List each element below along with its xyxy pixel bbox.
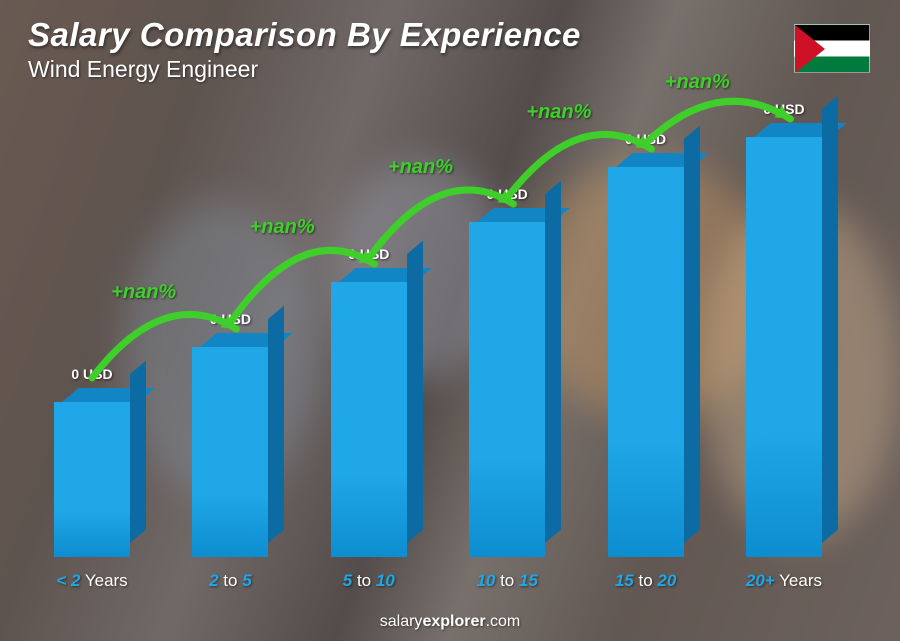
x-axis-category-label: 10 to 15	[476, 571, 537, 591]
x-axis-category-label: 15 to 20	[615, 571, 676, 591]
header: Salary Comparison By Experience Wind Ene…	[28, 16, 581, 83]
delta-label: +nan%	[111, 281, 176, 304]
bar-value-label: 0 USD	[71, 366, 112, 382]
bar	[331, 268, 407, 557]
chart-column: 0 USD 15 to 20	[586, 131, 706, 591]
x-axis-category-label: 5 to 10	[343, 571, 395, 591]
chart-title: Salary Comparison By Experience	[28, 16, 581, 54]
bar	[608, 153, 684, 557]
bar	[469, 208, 545, 557]
bar-value-label: 0 USD	[763, 101, 804, 117]
x-axis-category-label: 20+ Years	[746, 571, 822, 591]
bar-value-label: 0 USD	[625, 131, 666, 147]
chart-column: 0 USD 2 to 5	[170, 311, 290, 591]
x-axis-category-label: 2 to 5	[209, 571, 252, 591]
bar	[192, 333, 268, 557]
delta-label: +nan%	[388, 156, 453, 179]
bar-value-label: 0 USD	[487, 186, 528, 202]
delta-label: +nan%	[250, 216, 315, 239]
x-axis-category-label: < 2 Years	[56, 571, 127, 591]
bar	[54, 388, 130, 557]
delta-label: +nan%	[665, 71, 730, 94]
chart-column: 0 USD < 2 Years	[32, 366, 152, 591]
footer-attribution: salaryexplorer.com	[0, 613, 900, 631]
delta-label: +nan%	[526, 101, 591, 124]
bar-value-label: 0 USD	[348, 246, 389, 262]
footer-brand: explorer	[422, 613, 485, 630]
chart-column: 0 USD 20+ Years	[724, 101, 844, 591]
footer-suffix: .com	[486, 613, 521, 630]
chart-column: 0 USD 5 to 10	[309, 246, 429, 591]
bar-value-label: 0 USD	[210, 311, 251, 327]
country-flag-icon	[794, 24, 870, 73]
bar	[746, 123, 822, 557]
footer-prefix: salary	[380, 613, 423, 630]
chart-column: 0 USD 10 to 15	[447, 186, 567, 591]
chart-subtitle: Wind Energy Engineer	[28, 56, 581, 83]
